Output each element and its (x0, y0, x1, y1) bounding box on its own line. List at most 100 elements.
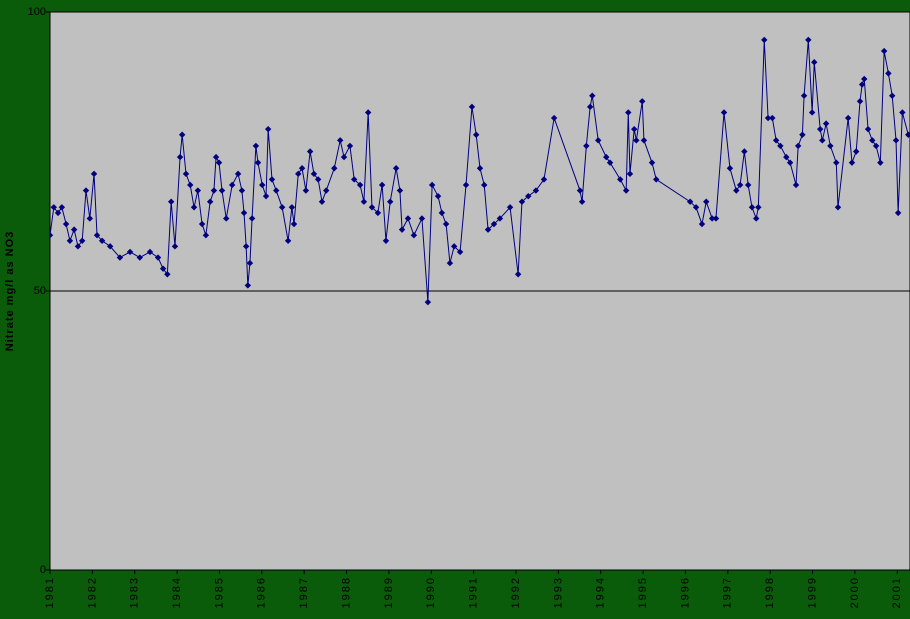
point (378, 181, 386, 189)
point (223, 215, 230, 222)
point (792, 181, 800, 189)
point (350, 176, 358, 183)
point (872, 142, 880, 150)
point (858, 81, 866, 88)
point (450, 243, 458, 250)
point (540, 176, 548, 183)
point (238, 187, 246, 194)
point (438, 209, 446, 217)
point (484, 226, 492, 233)
point (794, 142, 802, 150)
point (248, 215, 256, 222)
point (182, 170, 190, 178)
point (692, 204, 700, 211)
point (234, 170, 242, 178)
point (368, 204, 376, 211)
point (159, 265, 167, 272)
y-tick-label: 100 (28, 6, 46, 18)
point (456, 248, 464, 256)
point (748, 204, 756, 211)
y-tick-label: 50 (34, 285, 46, 297)
point (194, 187, 202, 194)
point (852, 148, 860, 155)
y-axis-label: Nitrate mg/l as NO3 (4, 231, 16, 351)
point (66, 237, 74, 244)
point (374, 209, 382, 217)
point (171, 243, 179, 250)
point (206, 198, 214, 205)
point (50, 204, 58, 211)
point (877, 159, 884, 166)
point (869, 137, 876, 144)
point (761, 36, 768, 44)
point (278, 204, 286, 211)
point (252, 142, 260, 150)
point (834, 204, 842, 211)
point (360, 198, 368, 205)
point (164, 271, 171, 278)
point (268, 176, 276, 183)
point (518, 198, 526, 205)
point (633, 137, 640, 144)
point (382, 237, 390, 244)
x-tick-label: 1987 (298, 576, 310, 608)
x-tick-label: 1984 (171, 576, 183, 608)
point (212, 153, 220, 161)
point (631, 125, 638, 133)
point (889, 92, 896, 99)
point (698, 220, 706, 228)
point (606, 159, 614, 166)
point (625, 109, 632, 116)
point (578, 198, 586, 205)
point (822, 120, 830, 127)
point (496, 215, 504, 222)
point (481, 181, 488, 189)
point (106, 243, 114, 250)
point (753, 215, 760, 222)
point (741, 148, 748, 155)
point (864, 125, 872, 133)
point (295, 170, 302, 178)
point (769, 114, 776, 122)
point (70, 226, 78, 233)
point (786, 159, 794, 166)
point (310, 170, 318, 178)
point (396, 187, 404, 194)
point (136, 254, 144, 261)
point (894, 209, 902, 217)
point (58, 204, 66, 211)
point (246, 259, 254, 267)
point (442, 220, 450, 228)
x-tick-label: 1997 (722, 576, 734, 608)
point (827, 142, 834, 150)
x-tick-label: 2000 (849, 576, 861, 608)
x-tick-label: 1994 (595, 576, 607, 608)
point (418, 215, 426, 222)
x-tick-label: 1998 (764, 576, 776, 608)
point (686, 198, 694, 205)
point (446, 259, 454, 267)
point (50, 232, 54, 239)
point (576, 187, 584, 194)
point (398, 226, 406, 233)
point (116, 254, 124, 261)
x-tick-label: 1982 (86, 576, 98, 608)
point (364, 109, 372, 116)
point (288, 204, 296, 211)
point (259, 181, 266, 189)
point (525, 192, 532, 200)
point (126, 248, 134, 256)
point (82, 187, 90, 194)
point (187, 181, 194, 189)
point (264, 125, 272, 133)
point (777, 142, 784, 150)
point (215, 159, 223, 166)
point (805, 36, 812, 44)
point (336, 137, 344, 144)
point (712, 215, 720, 222)
point (218, 187, 226, 194)
point (302, 187, 310, 194)
point (490, 220, 498, 228)
point (783, 153, 790, 161)
point (720, 109, 728, 116)
